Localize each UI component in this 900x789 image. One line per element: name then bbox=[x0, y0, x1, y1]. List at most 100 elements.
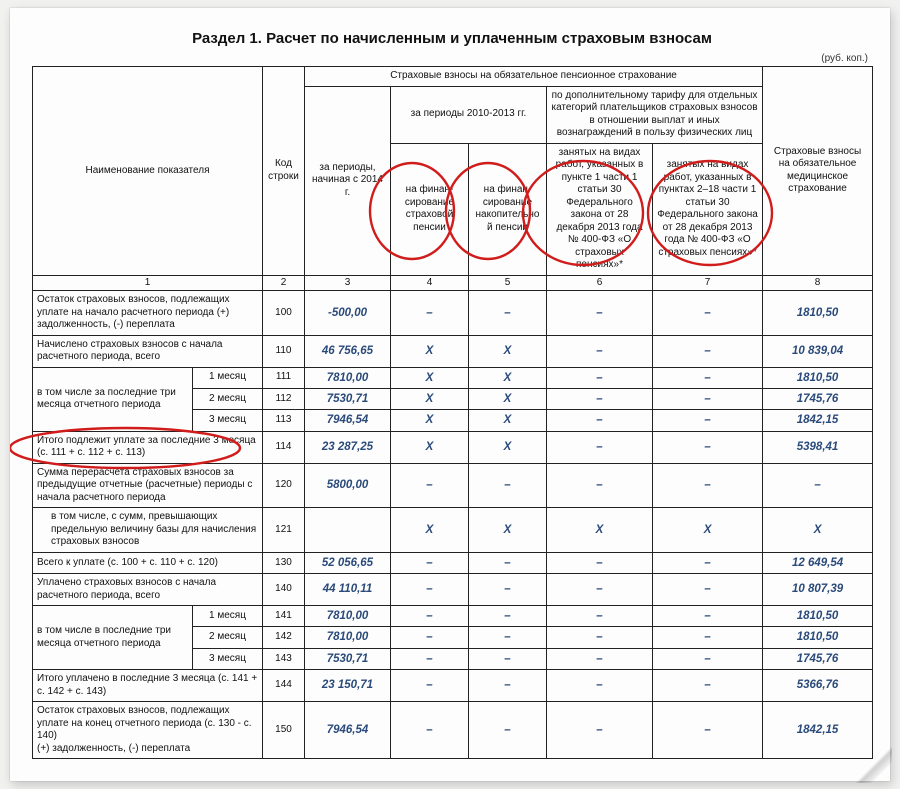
value-cell: – bbox=[653, 670, 763, 702]
value-cell: – bbox=[653, 574, 763, 606]
value-cell: 23 287,25 bbox=[305, 431, 391, 463]
value-cell: – bbox=[547, 702, 653, 759]
value-cell: – bbox=[653, 627, 763, 648]
value-cell: – bbox=[391, 606, 469, 627]
value-cell bbox=[305, 508, 391, 553]
row-group-label: в том числе за последние три месяца отче… bbox=[33, 367, 193, 431]
row-label: Остаток страховых взносов, подлежащих уп… bbox=[33, 291, 263, 336]
code-cell: 130 bbox=[263, 552, 305, 573]
value-cell: – bbox=[653, 606, 763, 627]
month-label: 2 месяц bbox=[193, 627, 263, 648]
value-cell: 7810,00 bbox=[305, 367, 391, 388]
code-cell: 114 bbox=[263, 431, 305, 463]
row-label: Итого подлежит уплате за последние 3 мес… bbox=[33, 431, 263, 463]
value-cell: – bbox=[653, 410, 763, 431]
value-cell: X bbox=[469, 388, 547, 409]
value-cell: – bbox=[653, 431, 763, 463]
value-cell: X bbox=[391, 410, 469, 431]
table-row: Начислено страховых взносов с начала рас… bbox=[33, 335, 873, 367]
column-numbers: 1 2 3 4 5 6 7 8 bbox=[33, 275, 873, 291]
head-workers-p2-18: занятых на видах работ, указанных в пунк… bbox=[653, 143, 763, 275]
code-cell: 140 bbox=[263, 574, 305, 606]
value-cell: 7530,71 bbox=[305, 648, 391, 669]
main-table: Наименование показателя Код строки Страх… bbox=[32, 66, 873, 759]
value-cell: – bbox=[653, 648, 763, 669]
head-additional-tariff: по дополнительному тарифу для отдельных … bbox=[547, 86, 763, 143]
value-cell: – bbox=[547, 388, 653, 409]
value-cell: X bbox=[469, 508, 547, 553]
value-cell: – bbox=[391, 552, 469, 573]
value-cell: – bbox=[547, 335, 653, 367]
value-cell: – bbox=[547, 627, 653, 648]
code-cell: 143 bbox=[263, 648, 305, 669]
table-row: Остаток страховых взносов, подлежащих уп… bbox=[33, 291, 873, 336]
code-cell: 144 bbox=[263, 670, 305, 702]
value-cell: – bbox=[653, 291, 763, 336]
value-cell: – bbox=[547, 410, 653, 431]
value-cell: 44 110,11 bbox=[305, 574, 391, 606]
section-title: Раздел 1. Расчет по начисленным и уплаче… bbox=[32, 30, 872, 47]
table-row: Итого подлежит уплате за последние 3 мес… bbox=[33, 431, 873, 463]
value-cell: – bbox=[547, 291, 653, 336]
table-row: в том числе, с сумм, превышающих предель… bbox=[33, 508, 873, 553]
value-cell: – bbox=[653, 388, 763, 409]
value-cell: X bbox=[547, 508, 653, 553]
row-label: Остаток страховых взносов, подлежащих уп… bbox=[33, 702, 263, 759]
value-cell: 12 649,54 bbox=[763, 552, 873, 573]
table-row: в том числе в последние три месяца отчет… bbox=[33, 606, 873, 627]
month-label: 1 месяц bbox=[193, 606, 263, 627]
head-since2014: за периоды, начиная с 2014 г. bbox=[305, 86, 391, 275]
row-group-label: в том числе в последние три месяца отчет… bbox=[33, 606, 193, 670]
value-cell: X bbox=[469, 410, 547, 431]
value-cell: – bbox=[469, 670, 547, 702]
value-cell: 10 807,39 bbox=[763, 574, 873, 606]
value-cell: 7810,00 bbox=[305, 627, 391, 648]
code-cell: 110 bbox=[263, 335, 305, 367]
value-cell: 1745,76 bbox=[763, 388, 873, 409]
value-cell: X bbox=[763, 508, 873, 553]
value-cell: X bbox=[391, 508, 469, 553]
value-cell: – bbox=[469, 606, 547, 627]
head-2010-2013: за периоды 2010-2013 гг. bbox=[391, 86, 547, 143]
value-cell: – bbox=[391, 627, 469, 648]
row-label: Всего к уплате (с. 100 + с. 110 + с. 120… bbox=[33, 552, 263, 573]
head-pension-group: Страховые взносы на обязательное пенсион… bbox=[305, 67, 763, 87]
row-label: Итого уплачено в последние 3 месяца (с. … bbox=[33, 670, 263, 702]
value-cell: – bbox=[391, 574, 469, 606]
value-cell: – bbox=[391, 670, 469, 702]
value-cell: 10 839,04 bbox=[763, 335, 873, 367]
value-cell: 23 150,71 bbox=[305, 670, 391, 702]
value-cell: – bbox=[763, 463, 873, 508]
table-row: Итого уплачено в последние 3 месяца (с. … bbox=[33, 670, 873, 702]
value-cell: X bbox=[391, 431, 469, 463]
value-cell: 1842,15 bbox=[763, 702, 873, 759]
value-cell: X bbox=[653, 508, 763, 553]
value-cell: – bbox=[391, 463, 469, 508]
value-cell: 52 056,65 bbox=[305, 552, 391, 573]
value-cell: 1810,50 bbox=[763, 367, 873, 388]
value-cell: 5398,41 bbox=[763, 431, 873, 463]
table-row: Всего к уплате (с. 100 + с. 110 + с. 120… bbox=[33, 552, 873, 573]
value-cell: – bbox=[469, 463, 547, 508]
value-cell: – bbox=[469, 291, 547, 336]
value-cell: – bbox=[547, 552, 653, 573]
value-cell: – bbox=[391, 291, 469, 336]
value-cell: 7946,54 bbox=[305, 410, 391, 431]
code-cell: 120 bbox=[263, 463, 305, 508]
head-indicator: Наименование показателя bbox=[33, 67, 263, 276]
value-cell: 7946,54 bbox=[305, 702, 391, 759]
value-cell: – bbox=[547, 670, 653, 702]
row-label: Уплачено страховых взносов с начала расч… bbox=[33, 574, 263, 606]
month-label: 3 месяц bbox=[193, 648, 263, 669]
value-cell: – bbox=[469, 627, 547, 648]
code-cell: 142 bbox=[263, 627, 305, 648]
head-insurance-pension: на финан­сирование страховой пенсии bbox=[391, 143, 469, 275]
row-label: Сумма перерасчета страховых взносов за п… bbox=[33, 463, 263, 508]
code-cell: 150 bbox=[263, 702, 305, 759]
value-cell: X bbox=[391, 367, 469, 388]
code-cell: 141 bbox=[263, 606, 305, 627]
value-cell: – bbox=[653, 367, 763, 388]
value-cell: – bbox=[391, 648, 469, 669]
value-cell: X bbox=[391, 388, 469, 409]
table-row: Уплачено страховых взносов с начала расч… bbox=[33, 574, 873, 606]
